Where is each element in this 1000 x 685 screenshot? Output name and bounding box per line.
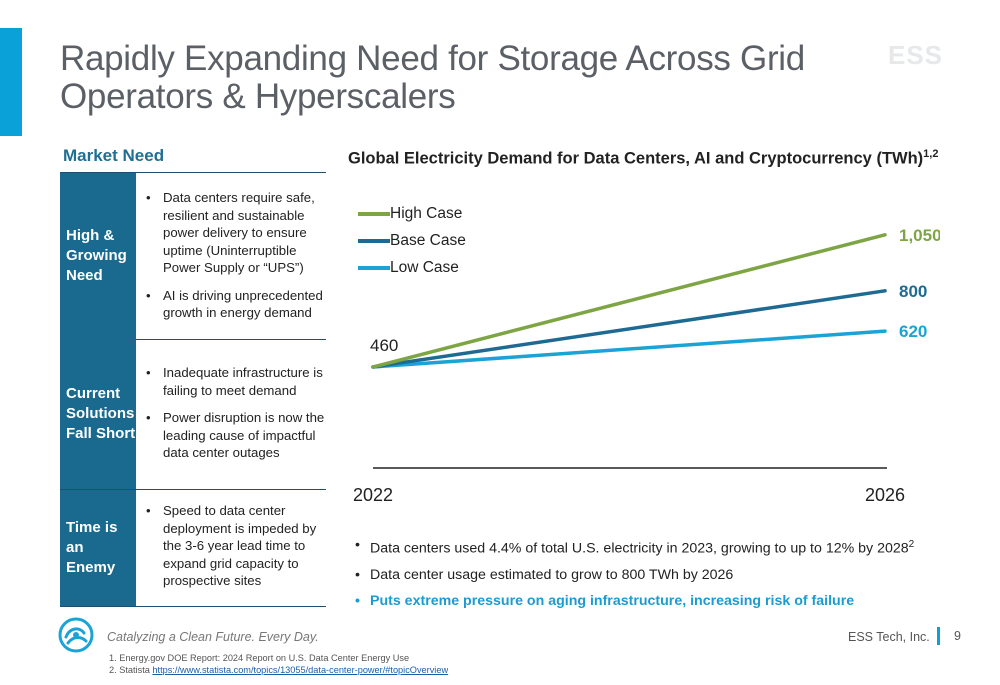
data-label-end: 800: [899, 282, 927, 301]
data-label-end: 1,050: [899, 226, 940, 245]
bottom-bullets: Data centers used 4.4% of total U.S. ele…: [355, 532, 914, 614]
market-need-row-3: Time is an Enemy Speed to data center de…: [60, 490, 326, 607]
row-bullets: Speed to data center deployment is imped…: [146, 502, 328, 600]
page-number: 9: [954, 629, 961, 643]
market-need-row-2: Current Solutions Fall Short Inadequate …: [60, 339, 326, 490]
legend-low-case: Low Case: [358, 259, 459, 277]
slide-title: Rapidly Expanding Need for Storage Acros…: [60, 39, 805, 116]
legend-swatch: [358, 266, 390, 270]
legend-label: Low Case: [390, 259, 459, 276]
data-label-end: 620: [899, 322, 927, 341]
footer-company: ESS Tech, Inc.: [848, 630, 930, 644]
legend-label: Base Case: [390, 232, 466, 249]
series-line-base-case: [371, 289, 887, 369]
bottom-bullet: Data center usage estimated to grow to 8…: [355, 562, 914, 588]
logo-watermark: ESS: [888, 40, 944, 70]
series-line-high-case: [371, 233, 887, 369]
row-bullets: Inadequate infrastructure is failing to …: [146, 364, 328, 472]
row-label: Current Solutions Fall Short: [60, 339, 136, 489]
market-need-row-1: High & Growing Need Data centers require…: [60, 172, 326, 340]
bullet-text: Data center usage estimated to grow to 8…: [370, 566, 734, 583]
series-line-low-case: [371, 329, 887, 369]
legend-swatch: [358, 239, 390, 243]
line-chart: 1,050 800 620 460 2022 2026: [353, 226, 940, 505]
row-bullet: Inadequate infrastructure is failing to …: [146, 364, 328, 399]
bullet-text: Data centers used 4.4% of total U.S. ele…: [370, 540, 909, 557]
chart-title-sup: 1,2: [923, 148, 939, 160]
footer-tagline: Catalyzing a Clean Future. Every Day.: [107, 630, 319, 644]
footnote-link[interactable]: https://www.statista.com/topics/13055/da…: [152, 665, 449, 675]
bottom-bullet-emphasis: Puts extreme pressure on aging infrastru…: [355, 588, 914, 614]
footnote-text: 2. Statista: [109, 665, 153, 675]
legend-high-case: High Case: [358, 205, 462, 223]
footnote: 1. Energy.gov DOE Report: 2024 Report on…: [109, 652, 448, 664]
row-bullet: AI is driving unprecedented growth in en…: [146, 287, 328, 322]
chart-title: Global Electricity Demand for Data Cente…: [348, 148, 938, 169]
bullet-sup: 2: [908, 539, 915, 550]
company-logo-icon: [58, 617, 94, 658]
legend-base-case: Base Case: [358, 232, 466, 250]
row-bullet: Power disruption is now the leading caus…: [146, 409, 328, 462]
market-need-heading: Market Need: [63, 146, 165, 165]
row-label: Time is an Enemy: [60, 490, 136, 606]
chart-title-text: Global Electricity Demand for Data Cente…: [348, 149, 924, 168]
bottom-bullet: Data centers used 4.4% of total U.S. ele…: [355, 532, 914, 562]
x-tick-label: 2026: [865, 485, 905, 505]
legend-label: High Case: [390, 205, 463, 222]
footnote-text: 1. Energy.gov DOE Report: 2024 Report on…: [109, 653, 410, 663]
x-tick-label: 2022: [353, 485, 393, 505]
data-label-start: 460: [370, 336, 398, 355]
legend-swatch: [358, 212, 390, 216]
row-bullet: Data centers require safe, resilient and…: [146, 189, 328, 277]
footnotes: 1. Energy.gov DOE Report: 2024 Report on…: [109, 652, 448, 676]
row-bullets: Data centers require safe, resilient and…: [146, 189, 328, 332]
title-accent-bar: [0, 28, 22, 136]
footnote: 2. Statista https://www.statista.com/top…: [109, 664, 448, 676]
bullet-text: Puts extreme pressure on aging infrastru…: [370, 592, 855, 609]
row-label: High & Growing Need: [60, 173, 136, 339]
footer-divider: [937, 627, 940, 645]
row-bullet: Speed to data center deployment is imped…: [146, 502, 328, 590]
